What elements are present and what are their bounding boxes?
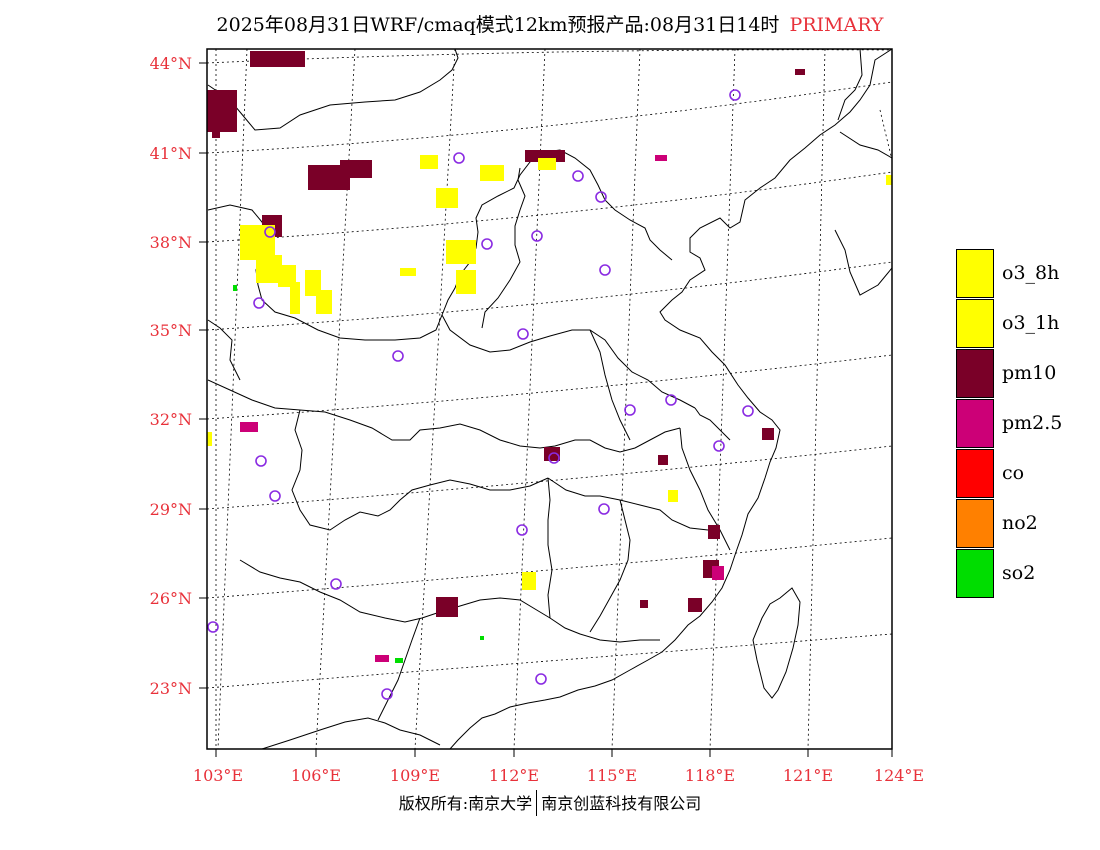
legend-swatch [956, 449, 994, 498]
legend-swatch [956, 299, 994, 348]
lon-ticks [215, 749, 893, 757]
pm25-cells [240, 155, 724, 662]
footer-divider [536, 790, 538, 816]
so2-cells [233, 285, 484, 663]
legend-label: no2 [1002, 512, 1038, 534]
legend-item: pm2.5 [956, 399, 1096, 449]
station-markers [207, 89, 754, 700]
legend-label: co [1002, 462, 1025, 484]
lat-labels: 44°N 41°N 38°N 35°N 32°N 29°N 26°N 23°N [150, 54, 192, 698]
lat-label: 38°N [150, 233, 192, 252]
o3-cells [207, 155, 892, 590]
mode-label: PRIMARY [789, 14, 884, 36]
lat-label: 41°N [150, 144, 192, 163]
copyright-left: 版权所有:南京大学 [398, 794, 533, 813]
lon-label: 121°E [783, 766, 833, 785]
legend-swatch [956, 399, 994, 448]
legend-label: so2 [1002, 562, 1036, 584]
legend-swatch [956, 549, 994, 598]
lat-label: 44°N [150, 54, 192, 73]
pollutant-cells [207, 51, 892, 663]
map-content [207, 49, 892, 749]
legend-item: so2 [956, 549, 1096, 599]
lat-label: 32°N [150, 410, 192, 429]
lat-label: 35°N [150, 321, 192, 340]
lat-label: 26°N [150, 589, 192, 608]
lon-label: 109°E [390, 766, 440, 785]
legend-item: no2 [956, 499, 1096, 549]
lon-label: 115°E [587, 766, 637, 785]
legend-item: co [956, 449, 1096, 499]
lat-label: 29°N [150, 500, 192, 519]
lon-label: 106°E [291, 766, 341, 785]
legend-swatch [956, 249, 994, 298]
map-title: 2025年08月31日WRF/cmaq模式12km预报产品:08月31日14时 P… [0, 10, 1100, 37]
legend-label: pm10 [1002, 362, 1057, 384]
legend-label: pm2.5 [1002, 412, 1063, 434]
lat-label: 23°N [150, 679, 192, 698]
copyright-right: 南京创蓝科技有限公司 [541, 794, 702, 813]
lon-label: 112°E [489, 766, 539, 785]
legend-swatch [956, 349, 994, 398]
pollutant-legend: o3_8h o3_1h pm10 pm2.5 co no2 so2 [956, 249, 1096, 599]
legend-label: o3_1h [1002, 312, 1060, 334]
pm10-cells [207, 51, 805, 617]
lon-labels: 103°E 106°E 109°E 112°E 115°E 118°E 121°… [193, 766, 924, 785]
lon-label: 118°E [685, 766, 735, 785]
lon-label: 124°E [874, 766, 924, 785]
map-frame [206, 48, 893, 750]
lat-ticks [199, 62, 207, 689]
legend-item: pm10 [956, 349, 1096, 399]
legend-item: o3_8h [956, 249, 1096, 299]
legend-item: o3_1h [956, 299, 1096, 349]
copyright-footer: 版权所有:南京大学 南京创蓝科技有限公司 [0, 790, 1100, 816]
legend-label: o3_8h [1002, 262, 1060, 284]
legend-swatch [956, 499, 994, 548]
lon-label: 103°E [193, 766, 243, 785]
title-text: 2025年08月31日WRF/cmaq模式12km预报产品:08月31日14时 [216, 14, 780, 36]
